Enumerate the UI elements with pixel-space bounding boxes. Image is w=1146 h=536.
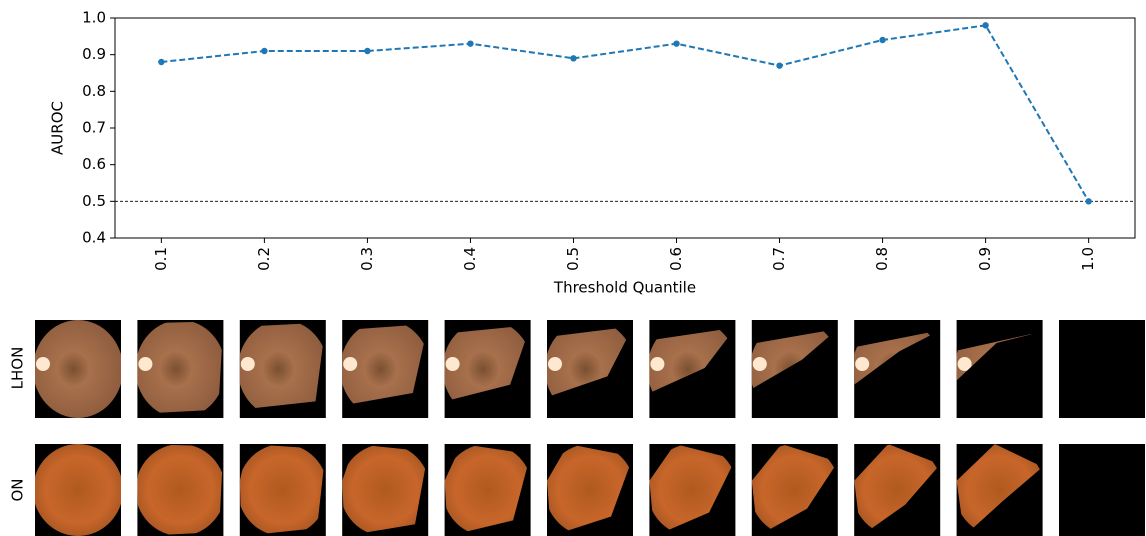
fundus-image (135, 444, 225, 536)
fundus-image (238, 444, 328, 536)
data-point (673, 40, 679, 46)
optic-disc (36, 357, 50, 371)
data-point (570, 55, 576, 61)
figure: AUROC Threshold Quantile LHON ON 0.4 0.5 0… (0, 0, 1146, 536)
optic-disc (548, 357, 562, 371)
optic-disc (138, 357, 152, 371)
data-point (776, 62, 782, 68)
x-tick-label: 0.9 (976, 247, 994, 271)
y-tick-label: 0.6 (82, 155, 106, 173)
row-label: ON (9, 478, 27, 501)
x-tick-label: 0.2 (255, 247, 273, 271)
plot-frame (115, 18, 1135, 238)
y-tick-label: 0.7 (82, 119, 106, 137)
x-axis-label: Threshold Quantile (553, 279, 696, 297)
image-tile (1059, 320, 1145, 418)
fundus-image (33, 444, 123, 536)
y-tick-label: 0.5 (82, 192, 106, 210)
data-point (467, 40, 473, 46)
optic-disc (446, 357, 460, 371)
x-tick-label: 0.3 (358, 247, 376, 271)
x-tick-label: 0.7 (770, 247, 788, 271)
data-point (158, 59, 164, 65)
x-tick-label: 0.1 (152, 247, 170, 271)
optic-disc (855, 357, 869, 371)
data-point (364, 48, 370, 54)
x-tick-label: 0.8 (873, 247, 891, 271)
row-label: LHON (9, 347, 27, 390)
y-tick-label: 0.9 (82, 45, 106, 63)
x-tick-label: 1.0 (1079, 247, 1097, 271)
x-tick-label: 0.5 (564, 247, 582, 271)
data-point (879, 37, 885, 43)
optic-disc (753, 357, 767, 371)
data-point (982, 22, 988, 28)
y-tick-label: 0.8 (82, 82, 106, 100)
y-tick-label: 1.0 (82, 9, 106, 27)
data-point (1085, 198, 1091, 204)
data-point (261, 48, 267, 54)
y-tick-label: 0.4 (82, 229, 106, 247)
optic-disc (650, 357, 664, 371)
x-tick-label: 0.4 (461, 247, 479, 271)
y-axis-label: AUROC (49, 101, 67, 155)
optic-disc (343, 357, 357, 371)
image-tile (1059, 444, 1145, 536)
data-line (161, 25, 1088, 201)
optic-disc (241, 357, 255, 371)
x-tick-label: 0.6 (667, 247, 685, 271)
